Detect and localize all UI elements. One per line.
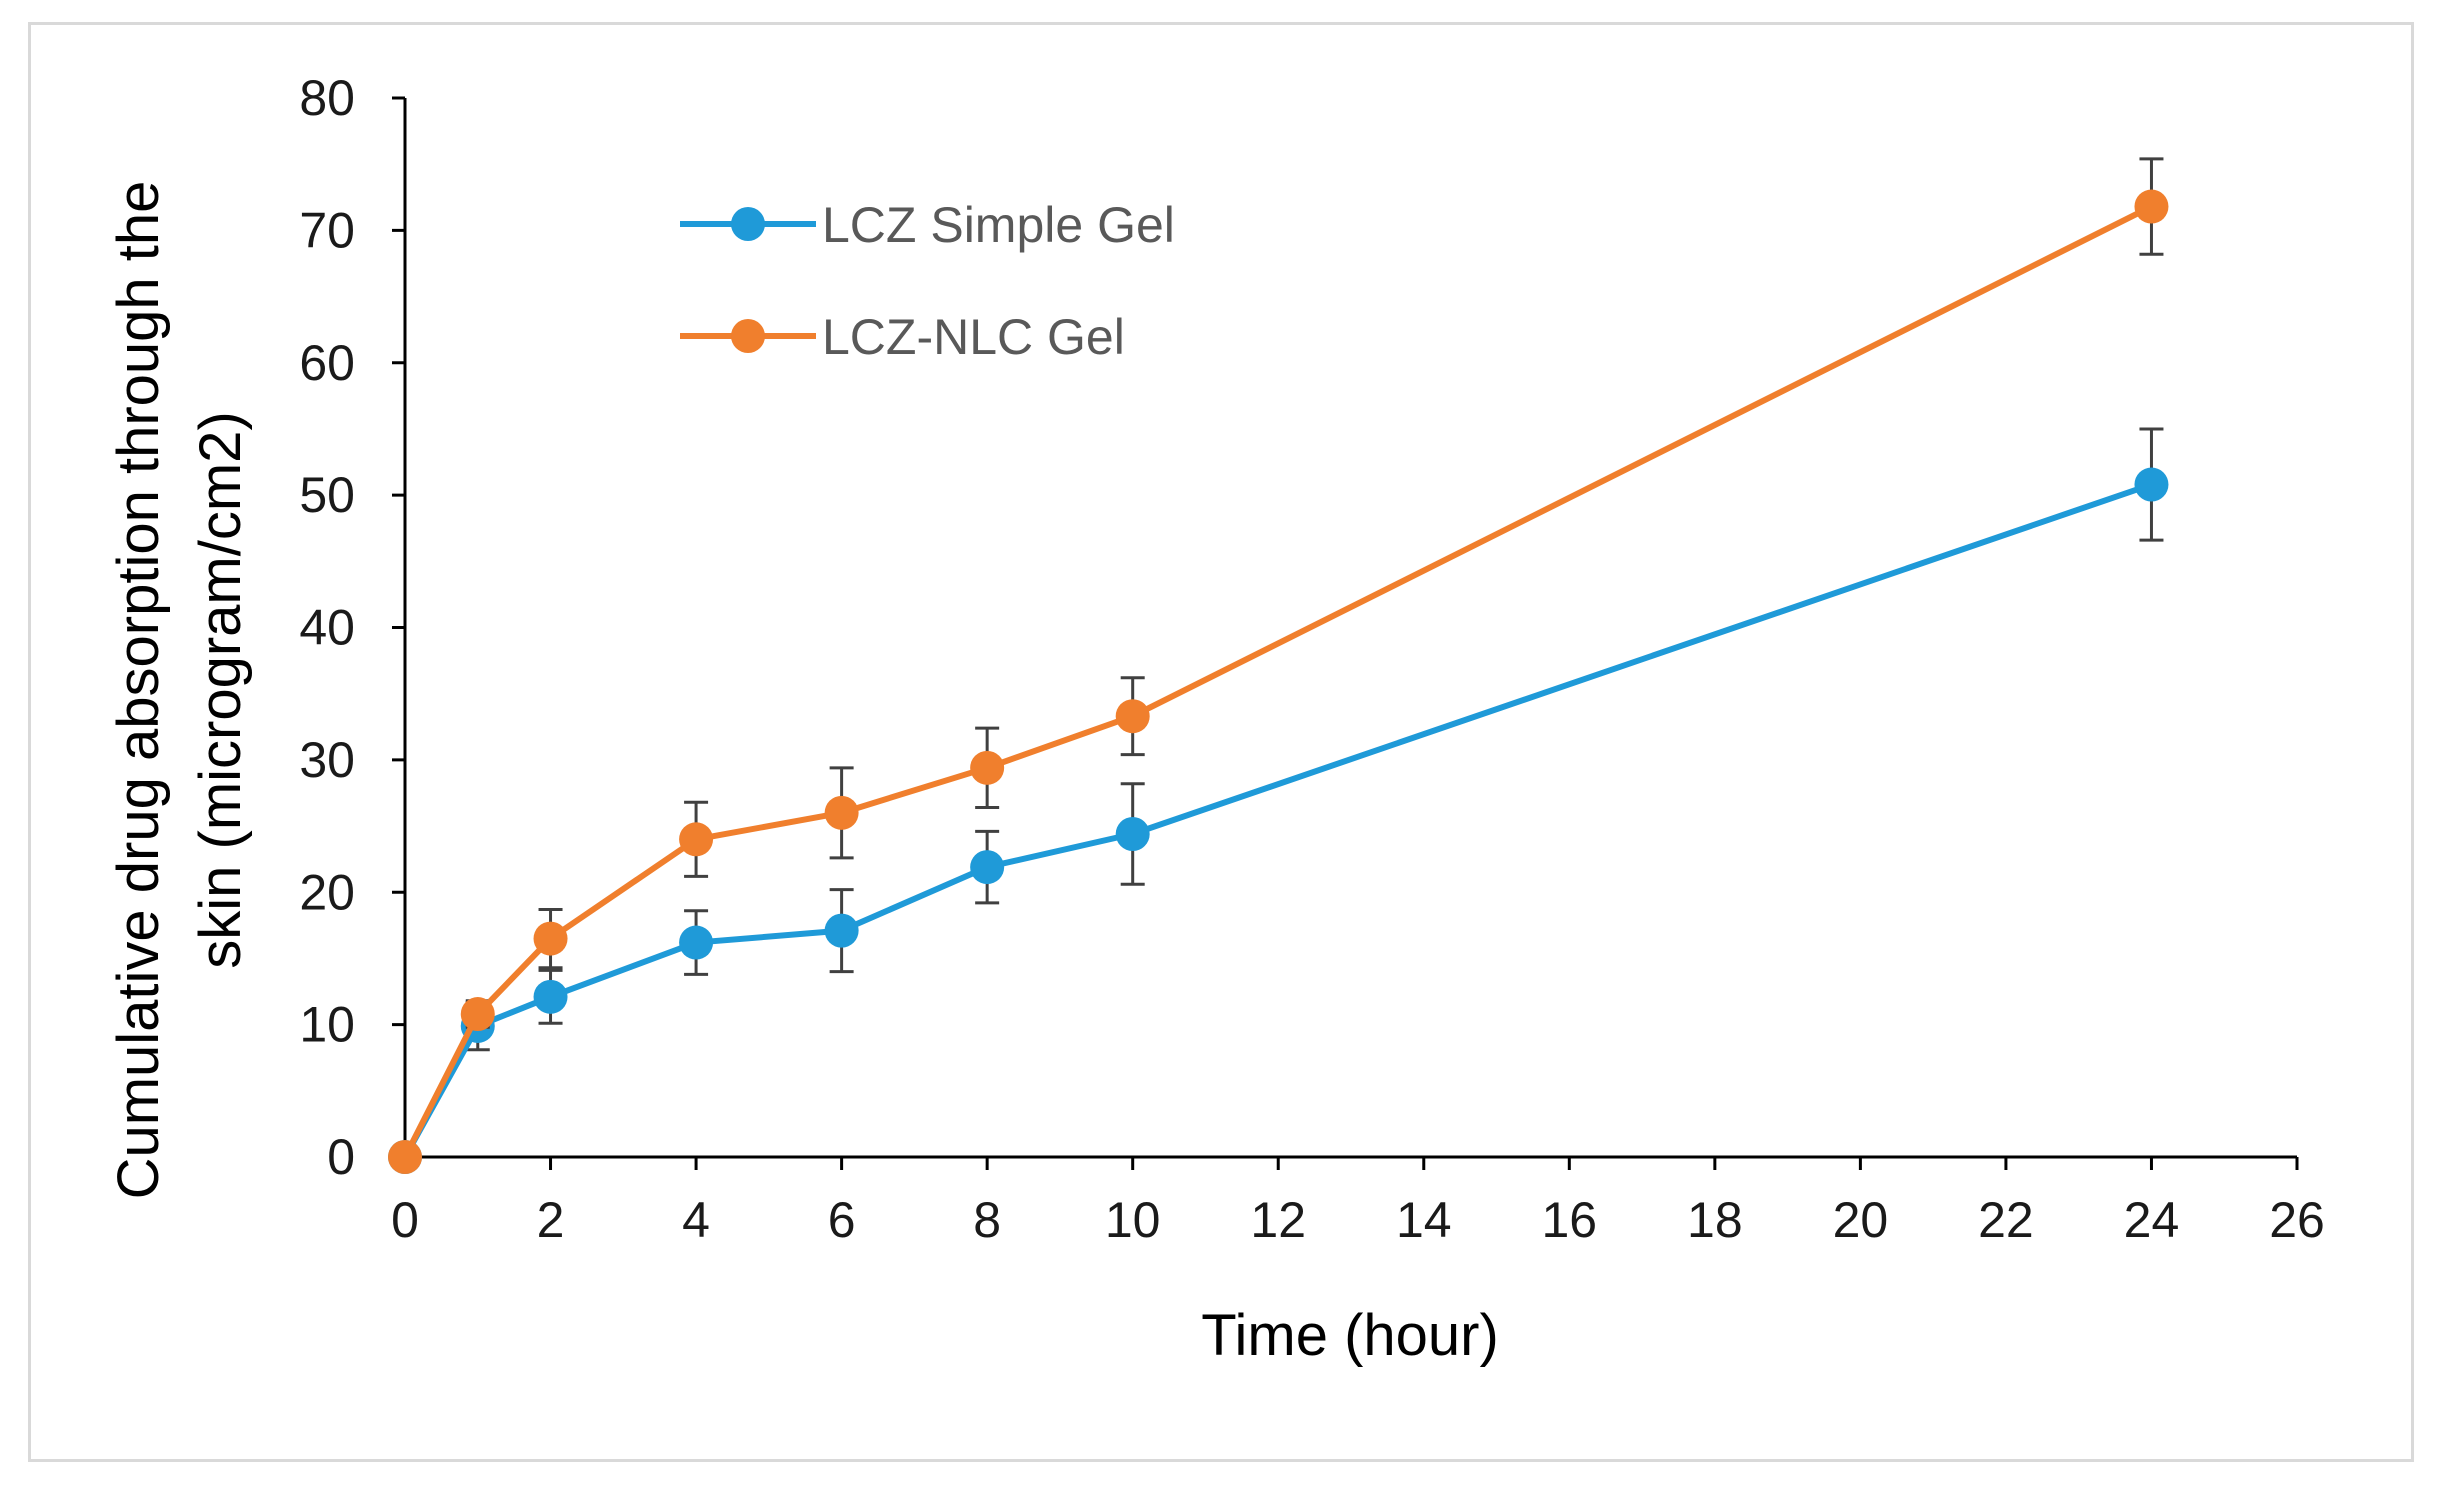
series-layer bbox=[388, 157, 2169, 1174]
series-2 bbox=[388, 157, 2169, 1174]
data-point bbox=[1115, 817, 1150, 852]
data-point bbox=[460, 997, 495, 1032]
x-tick-label: 12 bbox=[1250, 1192, 1306, 1248]
x-tick-label: 10 bbox=[1105, 1192, 1161, 1248]
series-line bbox=[402, 481, 2153, 1159]
legend-item-1: LCZ Simple Gel bbox=[680, 197, 1175, 253]
y-tick-label: 0 bbox=[327, 1129, 355, 1185]
data-point bbox=[824, 913, 859, 948]
series-1 bbox=[388, 427, 2169, 1174]
x-axis-title: Time (hour) bbox=[1201, 1303, 1499, 1368]
y-tick-label: 60 bbox=[299, 335, 355, 391]
data-point bbox=[824, 795, 859, 830]
x-tick-label: 14 bbox=[1396, 1192, 1452, 1248]
y-tick-label: 40 bbox=[299, 600, 355, 656]
data-point bbox=[679, 925, 714, 960]
legend-swatch-marker bbox=[731, 319, 765, 353]
x-tick-label: 20 bbox=[1833, 1192, 1889, 1248]
data-point bbox=[970, 750, 1005, 785]
x-tick-label: 8 bbox=[973, 1192, 1001, 1248]
x-tick-label: 6 bbox=[828, 1192, 856, 1248]
data-point bbox=[533, 979, 568, 1014]
y-axis-title-line-2: skin (microgram/cm2) bbox=[188, 411, 253, 969]
legend-label: LCZ Simple Gel bbox=[822, 197, 1175, 253]
data-point bbox=[679, 822, 714, 857]
x-tick-label: 24 bbox=[2124, 1192, 2180, 1248]
data-point bbox=[388, 1140, 422, 1174]
x-tick-label: 2 bbox=[537, 1192, 565, 1248]
chart-frame bbox=[28, 22, 2414, 1462]
y-tick-label: 70 bbox=[299, 202, 355, 258]
x-tick-label: 22 bbox=[1978, 1192, 2034, 1248]
data-point bbox=[970, 850, 1005, 885]
x-tick-label: 16 bbox=[1541, 1192, 1597, 1248]
data-point bbox=[2134, 467, 2169, 502]
y-tick-label: 50 bbox=[299, 467, 355, 523]
data-point bbox=[2134, 189, 2169, 224]
x-tick-label: 0 bbox=[391, 1192, 419, 1248]
axes bbox=[392, 96, 2299, 1170]
x-tick-label: 26 bbox=[2269, 1192, 2325, 1248]
data-point bbox=[533, 921, 568, 956]
legend-swatch-marker bbox=[731, 207, 765, 241]
legend-item-2: LCZ-NLC Gel bbox=[680, 309, 1125, 365]
legend: LCZ Simple Gel LCZ-NLC Gel bbox=[680, 197, 1175, 365]
data-point bbox=[1115, 699, 1150, 734]
y-tick-label: 10 bbox=[299, 997, 355, 1053]
y-tick-label: 20 bbox=[299, 864, 355, 920]
y-axis-title-line-1: Cumulative drug absorption through the bbox=[106, 181, 171, 1200]
legend-label: LCZ-NLC Gel bbox=[822, 309, 1125, 365]
y-tick-label: 80 bbox=[299, 70, 355, 126]
x-tick-label: 4 bbox=[682, 1192, 710, 1248]
x-tick-label: 18 bbox=[1687, 1192, 1743, 1248]
y-tick-label: 30 bbox=[299, 732, 355, 788]
series-line bbox=[402, 203, 2153, 1159]
